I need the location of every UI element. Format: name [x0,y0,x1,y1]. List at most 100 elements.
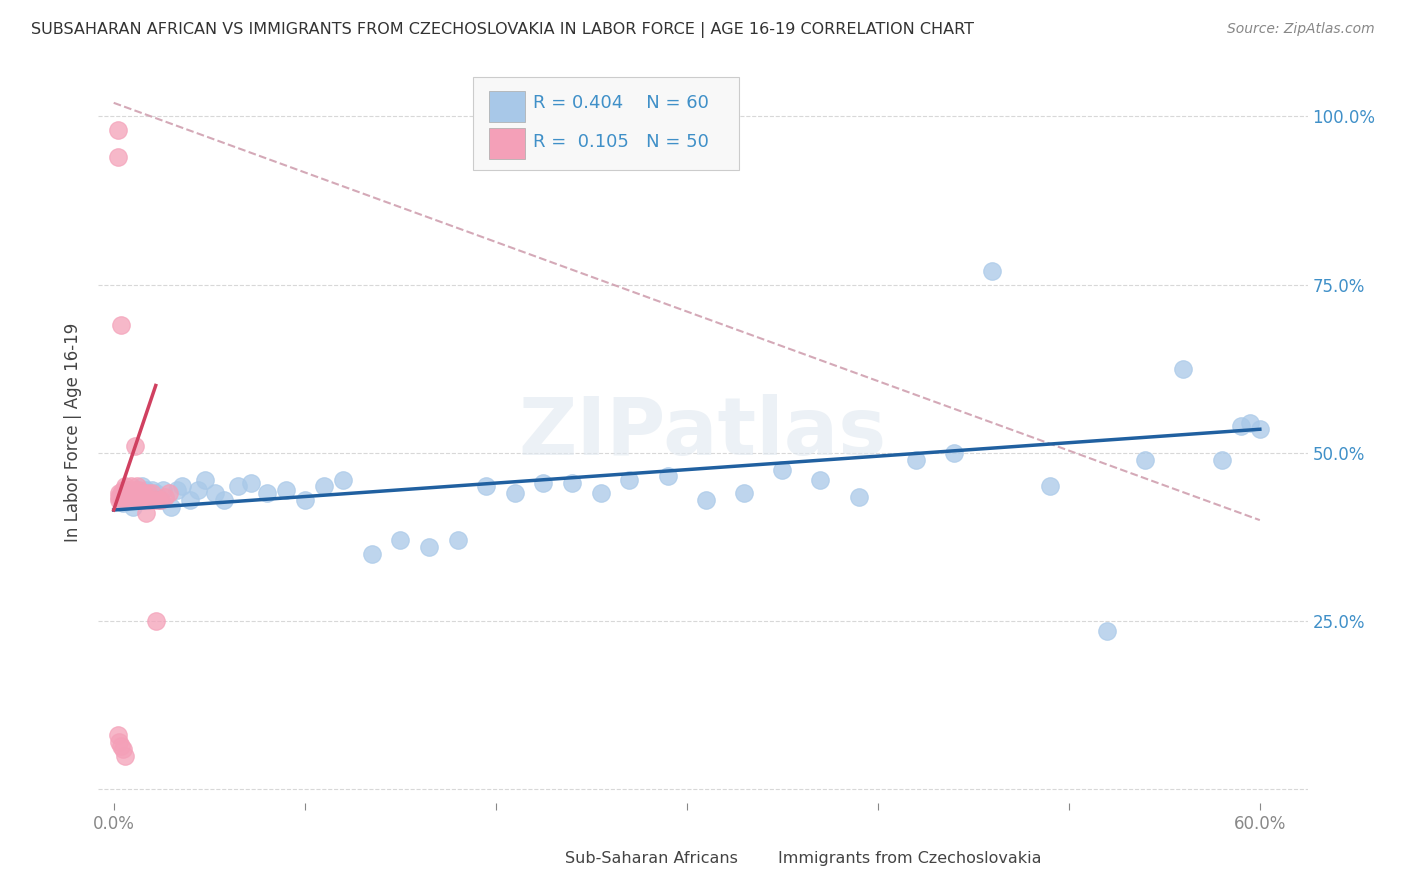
Point [134,486,156,500]
Point [121,490,143,504]
Point [108,735,131,749]
Point [118,492,141,507]
Point [131,479,153,493]
Point [129,490,152,504]
Point [657,469,679,483]
Point [146,492,169,507]
Point [110,318,132,332]
FancyBboxPatch shape [489,128,526,159]
Point [125,486,148,500]
Point [312,479,335,493]
Point [904,452,927,467]
Point [561,476,583,491]
Point [110,486,132,500]
Point [619,473,641,487]
Text: ZIPatlas: ZIPatlas [519,393,887,472]
Point [135,483,157,497]
Point [418,540,440,554]
Point [128,483,150,497]
Point [121,486,143,500]
Point [943,446,966,460]
Point [120,486,142,500]
Point [124,486,146,500]
Point [114,748,136,763]
Point [1211,452,1233,467]
Point [139,492,162,507]
Point [1173,361,1195,376]
Point [733,486,755,500]
Point [848,490,870,504]
FancyBboxPatch shape [489,91,526,121]
Point [145,614,167,628]
Point [155,490,177,504]
Point [770,462,793,476]
Point [112,496,135,510]
Point [172,479,194,493]
Point [115,483,138,497]
Point [1239,416,1261,430]
Point [124,490,146,504]
Point [115,483,138,497]
Point [1135,452,1157,467]
Text: R =  0.105   N = 50: R = 0.105 N = 50 [533,133,709,151]
Point [256,486,278,500]
Point [107,150,129,164]
Point [112,490,135,504]
Point [204,486,226,500]
Y-axis label: In Labor Force | Age 16-19: In Labor Force | Age 16-19 [65,323,83,542]
Point [125,483,148,497]
Point [157,486,180,500]
FancyBboxPatch shape [527,845,558,871]
Point [124,439,146,453]
Point [114,486,136,500]
Point [148,492,170,507]
Point [446,533,468,548]
Point [120,479,142,493]
Point [135,507,157,521]
Point [240,476,263,491]
Point [108,490,131,504]
Point [118,486,141,500]
Point [141,483,163,497]
Point [118,483,141,497]
Point [1229,418,1251,433]
Point [389,533,412,548]
Point [110,739,132,753]
Point [166,483,188,497]
Point [503,486,526,500]
Point [1095,624,1118,639]
Point [121,483,143,497]
Point [131,486,153,500]
Point [150,492,173,507]
Point [114,490,136,504]
Point [131,492,153,507]
Point [360,547,382,561]
Point [125,479,148,493]
Point [981,264,1004,278]
Point [121,500,143,514]
Text: Source: ZipAtlas.com: Source: ZipAtlas.com [1227,22,1375,37]
FancyBboxPatch shape [740,845,769,871]
Point [214,492,236,507]
Point [1249,422,1271,436]
Point [145,486,167,500]
Point [589,486,612,500]
Point [294,492,316,507]
Point [475,479,498,493]
Point [107,729,129,743]
Point [114,490,136,504]
Point [112,742,135,756]
Point [810,473,832,487]
Point [114,479,136,493]
Point [274,483,297,497]
Text: Immigrants from Czechoslovakia: Immigrants from Czechoslovakia [778,851,1042,866]
Point [194,473,217,487]
Point [152,483,174,497]
Point [120,492,142,507]
Point [108,486,131,500]
Point [142,492,165,507]
Point [128,492,150,507]
Point [128,490,150,504]
Point [179,492,201,507]
Point [108,492,131,507]
